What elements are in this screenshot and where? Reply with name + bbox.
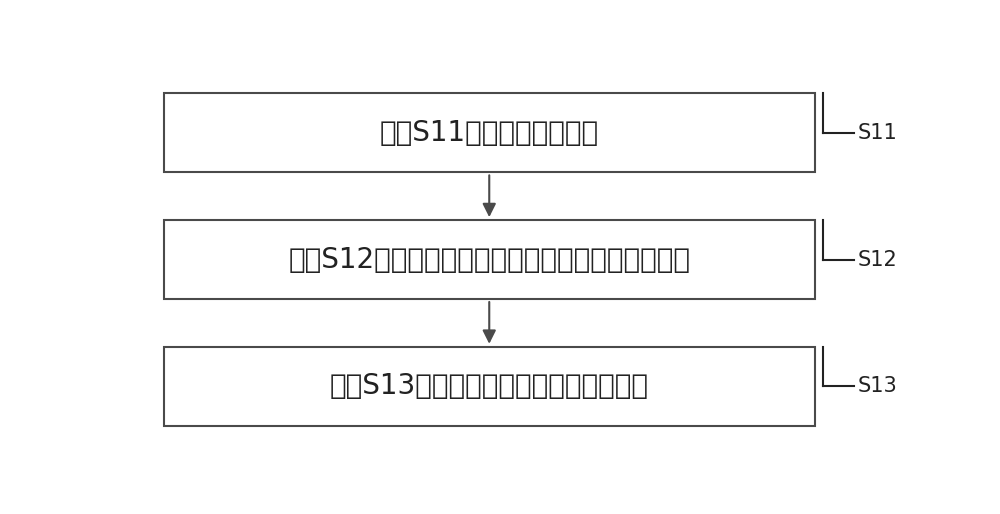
- Text: 步骤S13，将温度测量器设置在安装孔内: 步骤S13，将温度测量器设置在安装孔内: [330, 372, 649, 400]
- Text: S12: S12: [857, 250, 897, 269]
- Text: 步骤S11，提供一测试环境: 步骤S11，提供一测试环境: [380, 119, 599, 147]
- Text: S13: S13: [857, 376, 897, 396]
- Bar: [164, 94, 815, 173]
- Bar: [164, 346, 815, 426]
- Bar: [164, 220, 815, 299]
- Text: 步骤S12，于测试环境下在散热片上设置一个安装孔: 步骤S12，于测试环境下在散热片上设置一个安装孔: [288, 246, 690, 273]
- Text: S11: S11: [857, 123, 897, 143]
